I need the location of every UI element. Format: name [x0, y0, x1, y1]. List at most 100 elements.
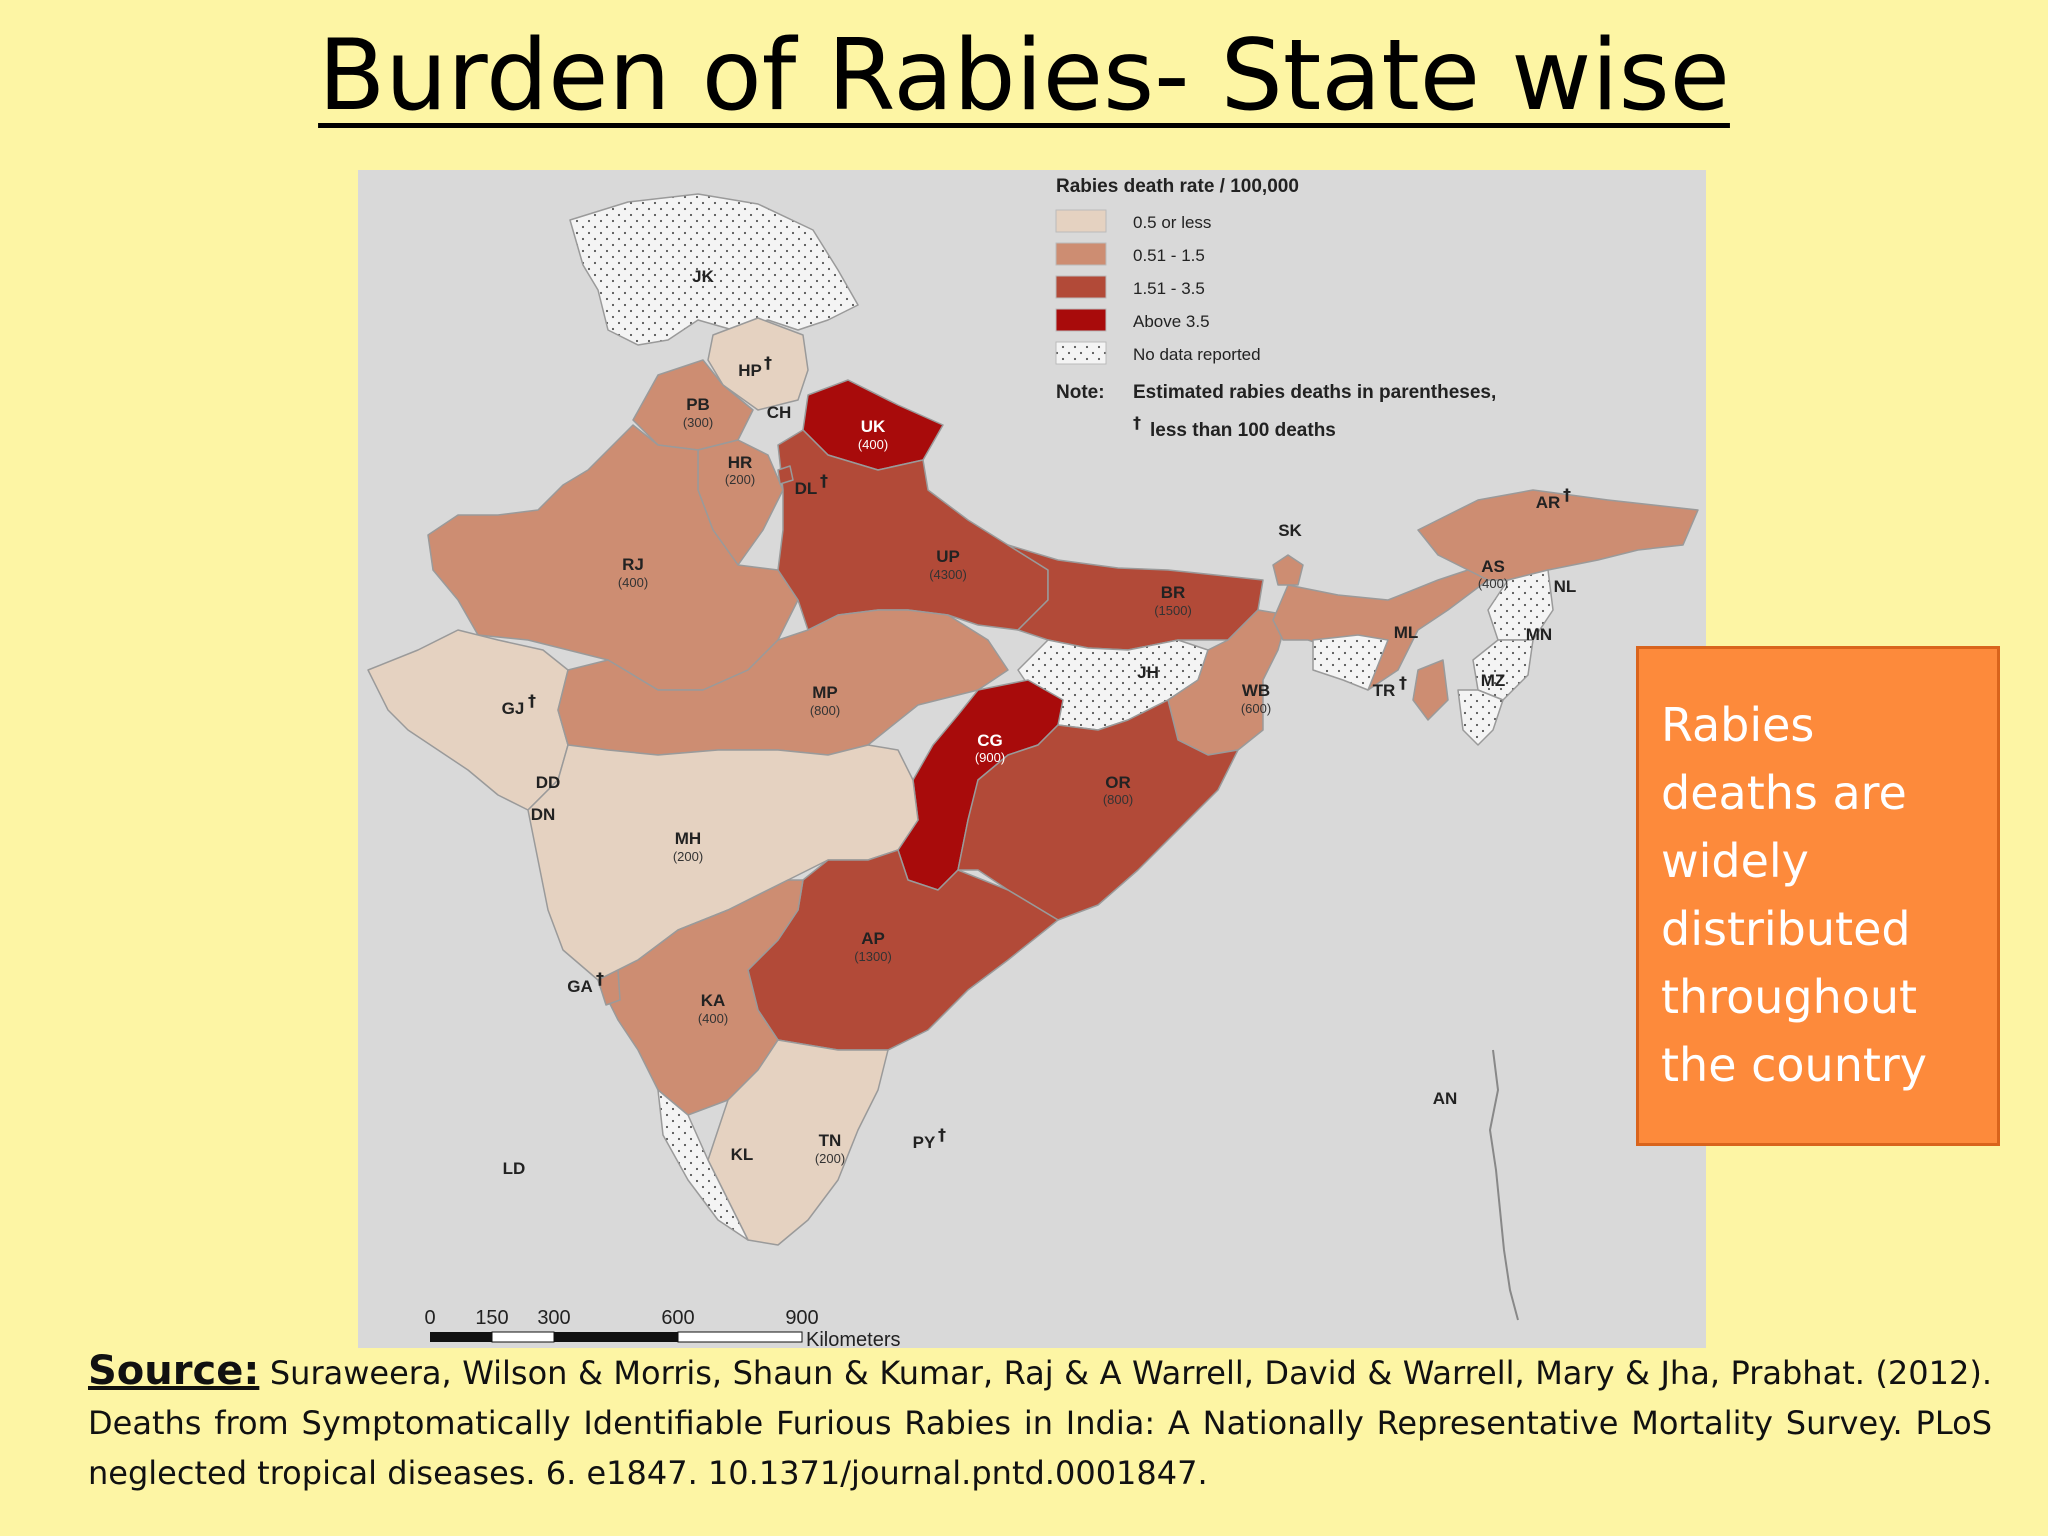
count-mh: (200) — [673, 849, 703, 864]
label-tn: TN — [819, 1131, 842, 1150]
source-text: Suraweera, Wilson & Morris, Shaun & Kuma… — [88, 1354, 1993, 1492]
label-jh: JH — [1137, 663, 1159, 682]
region-hp — [707, 317, 809, 411]
label-an: AN — [1433, 1089, 1458, 1108]
legend-title: Rabies death rate / 100,000 — [1056, 176, 1299, 197]
label-ga: GA — [567, 977, 593, 996]
legend-label-0: 0.5 or less — [1133, 213, 1211, 232]
legend-note-line1: Estimated rabies deaths in parentheses, — [1133, 382, 1496, 403]
count-mp: (800) — [810, 703, 840, 718]
count-ap: (1300) — [854, 949, 892, 964]
label-mp: MP — [812, 683, 838, 702]
source-citation: Source: Suraweera, Wilson & Morris, Shau… — [88, 1346, 1992, 1498]
dagger-gj: † — [528, 691, 536, 710]
legend-swatch-0 — [1055, 209, 1107, 233]
region-sk — [1272, 554, 1304, 586]
map-canvas: JK HP † PB (300) CH UK (400) HR (200) DL… — [367, 176, 1699, 1348]
region-up — [777, 429, 1049, 631]
label-cg: CG — [977, 731, 1003, 750]
label-nl: NL — [1554, 577, 1577, 596]
label-wb: WB — [1242, 681, 1270, 700]
count-or: (800) — [1103, 792, 1133, 807]
label-ld: LD — [503, 1159, 526, 1178]
slide-title-text: Burden of Rabies- State wise — [318, 19, 1730, 133]
label-up: UP — [936, 547, 960, 566]
region-kl — [657, 1089, 749, 1241]
state-shapes — [367, 193, 1699, 1321]
state-labels: JK HP † PB (300) CH UK (400) HR (200) DL… — [502, 267, 1577, 1178]
count-as: (400) — [1478, 576, 1508, 591]
region-as — [1272, 569, 1489, 691]
dagger-dl: † — [820, 471, 828, 490]
scale-tick-4: 900 — [785, 1307, 818, 1329]
dagger-tr: † — [1399, 673, 1407, 692]
count-hr: (200) — [725, 472, 755, 487]
region-ml — [1312, 634, 1389, 691]
count-ka: (400) — [698, 1011, 728, 1026]
legend-label-4: No data reported — [1133, 345, 1261, 364]
label-hr: HR — [728, 453, 753, 472]
count-wb: (600) — [1241, 701, 1271, 716]
legend-swatch-2 — [1055, 275, 1107, 299]
label-uk: UK — [861, 417, 886, 436]
india-rabies-map: JK HP † PB (300) CH UK (400) HR (200) DL… — [358, 170, 1706, 1348]
legend-note-label: Note: — [1056, 382, 1105, 403]
label-dl: DL — [795, 479, 818, 498]
label-tr: TR — [1373, 681, 1396, 700]
dagger-py: † — [938, 1125, 946, 1144]
region-an — [1488, 1049, 1519, 1321]
count-tn: (200) — [815, 1151, 845, 1166]
label-mn: MN — [1526, 625, 1552, 644]
region-jk — [569, 193, 859, 346]
label-py: PY — [913, 1133, 936, 1152]
scale-seg-0 — [430, 1332, 492, 1342]
callout-box: Rabies deaths are widely distributed thr… — [1636, 646, 2000, 1146]
label-ap: AP — [861, 929, 885, 948]
legend-note-dagger: † — [1133, 413, 1141, 432]
label-dd: DD — [536, 773, 561, 792]
region-ar — [1417, 489, 1699, 581]
count-pb: (300) — [683, 415, 713, 430]
label-gj: GJ — [502, 699, 525, 718]
map-legend: Rabies death rate / 100,000 0.5 or less … — [1055, 176, 1496, 441]
label-ka: KA — [701, 991, 726, 1010]
count-uk: (400) — [858, 437, 888, 452]
label-ar: AR — [1536, 493, 1561, 512]
legend-note-line2: less than 100 deaths — [1150, 420, 1336, 441]
region-ka — [597, 879, 804, 1116]
legend-swatch-1 — [1055, 242, 1107, 266]
label-pb: PB — [686, 395, 710, 414]
legend-label-1: 0.51 - 1.5 — [1133, 246, 1205, 265]
region-tr — [1412, 659, 1449, 721]
legend-label-3: Above 3.5 — [1133, 312, 1210, 331]
scale-seg-3 — [677, 1331, 803, 1343]
source-label: Source: — [88, 1348, 260, 1394]
region-or — [957, 699, 1239, 921]
region-dl — [777, 465, 794, 485]
region-mz — [1457, 689, 1504, 746]
dagger-hp: † — [764, 353, 772, 372]
legend-label-2: 1.51 - 3.5 — [1133, 279, 1205, 298]
count-up: (4300) — [929, 567, 967, 582]
scale-seg-2 — [554, 1332, 678, 1342]
label-jk: JK — [692, 267, 714, 286]
legend-swatch-3 — [1055, 308, 1107, 332]
count-rj: (400) — [618, 575, 648, 590]
label-sk: SK — [1278, 521, 1302, 540]
label-ml: ML — [1394, 623, 1419, 642]
label-as: AS — [1481, 557, 1505, 576]
legend-swatch-4 — [1055, 341, 1107, 365]
scale-tick-3: 600 — [661, 1307, 694, 1329]
label-dn: DN — [531, 805, 556, 824]
label-hp: HP — [738, 361, 762, 380]
slide-title: Burden of Rabies- State wise — [0, 18, 2048, 136]
count-cg: (900) — [975, 750, 1005, 765]
label-mh: MH — [675, 829, 701, 848]
label-br: BR — [1161, 583, 1186, 602]
label-ch: CH — [767, 403, 792, 422]
callout-text: Rabies deaths are widely distributed thr… — [1661, 698, 1928, 1092]
scale-tick-0: 0 — [424, 1307, 435, 1329]
scale-seg-1 — [491, 1331, 555, 1343]
dagger-ar: † — [1563, 485, 1571, 504]
label-rj: RJ — [622, 555, 644, 574]
